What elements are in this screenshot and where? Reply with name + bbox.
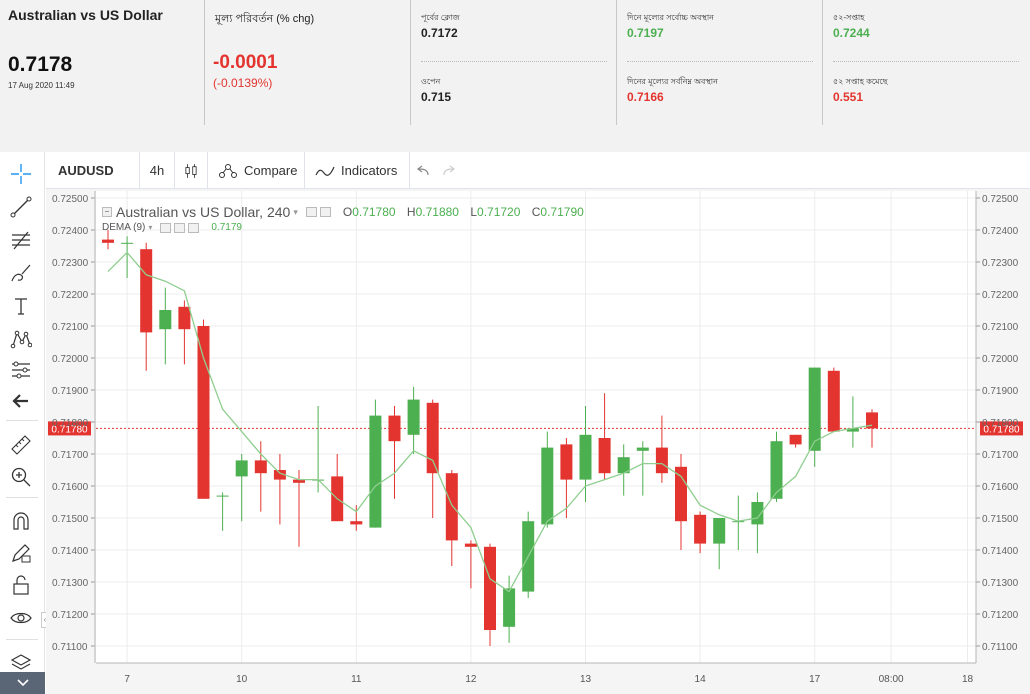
legend-dropdown-icon[interactable]: ▾ <box>293 206 298 217</box>
eye-icon[interactable] <box>9 606 33 630</box>
ruler-icon[interactable] <box>9 433 33 457</box>
chevron-down-icon[interactable] <box>0 672 45 694</box>
quote-day-range-block: দিনে মূল্যের সর্বোচ্চ অবস্থান 0.7197 দিন… <box>617 0 823 125</box>
legend-eye-icon[interactable] <box>305 207 317 217</box>
candles-icon[interactable] <box>175 152 208 189</box>
trend-line-icon[interactable] <box>9 195 33 219</box>
collapse-legend-icon[interactable]: − <box>102 207 112 217</box>
compare-button[interactable]: Compare <box>208 152 305 189</box>
symbol-search[interactable]: AUDUSD <box>46 152 140 189</box>
quote-close-open-block: পূর্বের ক্লোজ 0.7172 ওপেন 0.715 <box>411 0 617 125</box>
quote-time: 17 Aug 2020 11:49 <box>8 81 75 90</box>
low-value: 0.71720 <box>477 205 521 219</box>
high-value: 0.71880 <box>415 205 459 219</box>
divider <box>627 61 813 62</box>
toolbar-divider <box>6 420 38 421</box>
quote-change-block: মূল্য পরিবর্তন (% chg) -0.0001 (-0.0139%… <box>205 0 411 125</box>
quote-symbol-block: Australian vs US Dollar 0.7178 17 Aug 20… <box>0 0 205 125</box>
chart-legend: − Australian vs US Dollar, 240 ▾ O0.7178… <box>102 202 584 222</box>
week52-low-label: ৫২ সপ্তাহ কমেছে <box>833 77 888 86</box>
week52-high-value: 0.7244 <box>833 26 870 40</box>
indicators-icon <box>315 164 335 178</box>
change-value: -0.0001 <box>213 52 278 73</box>
dema-close-icon[interactable] <box>188 222 200 233</box>
high-key: H <box>406 205 416 219</box>
quote-52week-block: ৫২-সপ্তাহ 0.7244 ৫২ সপ্তাহ কমেছে 0.551 <box>823 0 1030 125</box>
week52-low-value: 0.551 <box>833 90 864 104</box>
prev-close-label: পূর্বের ক্লোজ <box>421 13 460 22</box>
indicators-label: Indicators <box>341 163 398 178</box>
divider <box>421 61 607 62</box>
toolbar-divider <box>6 497 38 498</box>
legend-settings-icon[interactable] <box>319 207 331 217</box>
zoom-icon[interactable] <box>9 465 33 489</box>
low-key: L <box>470 205 478 219</box>
dema-dropdown-icon[interactable]: ▾ <box>148 223 153 232</box>
drawing-toolbar: ‹ <box>0 152 49 694</box>
back-arrow-icon[interactable] <box>9 389 33 413</box>
change-percent: (-0.0139%) <box>213 76 273 90</box>
interval-button[interactable]: 4h <box>140 152 175 189</box>
brush-icon[interactable] <box>9 261 33 285</box>
indicators-button[interactable]: Indicators <box>305 152 410 189</box>
day-high-value: 0.7197 <box>627 26 664 40</box>
open-value: 0.715 <box>421 90 452 104</box>
dema-legend: DEMA (9) ▾ 0.7179 <box>102 222 242 233</box>
undo-icon[interactable] <box>410 152 436 189</box>
dema-label: DEMA (9) <box>102 222 146 233</box>
dema-settings-icon[interactable] <box>174 222 186 233</box>
lock-draw-icon[interactable] <box>9 541 33 565</box>
text-icon[interactable] <box>9 294 33 318</box>
open-value: 0.71780 <box>352 205 396 219</box>
week52-high-label: ৫২-সপ্তাহ <box>833 13 865 22</box>
day-low-value: 0.7166 <box>627 90 664 104</box>
quote-header: Australian vs US Dollar 0.7178 17 Aug 20… <box>0 0 1030 152</box>
fib-icon[interactable] <box>9 228 33 252</box>
day-high-label: দিনে মূল্যের সর্বোচ্চ অবস্থান <box>627 13 714 22</box>
close-key: C <box>531 205 541 219</box>
close-value: 0.71790 <box>540 205 584 219</box>
pattern-icon[interactable] <box>9 327 33 351</box>
divider <box>833 61 1019 62</box>
dema-value: 0.7179 <box>211 222 242 233</box>
instrument-name: Australian vs US Dollar <box>8 7 163 23</box>
forecast-icon[interactable] <box>9 357 33 381</box>
toolbar-divider <box>6 639 38 640</box>
day-low-label: দিনের মূল্যের সর্বনিম্ন অবস্থান <box>627 77 718 86</box>
legend-title: Australian vs US Dollar, 240 <box>116 204 291 220</box>
unlock-icon[interactable] <box>9 573 33 597</box>
plot-background <box>46 189 1030 694</box>
redo-icon[interactable] <box>436 152 462 189</box>
crosshair-icon[interactable] <box>9 162 33 186</box>
ohlc-values: O0.71780 H0.71880 L0.71720 C0.71790 <box>335 205 584 219</box>
compare-label: Compare <box>244 163 298 178</box>
compare-icon <box>218 163 238 179</box>
last-price: 0.7178 <box>8 53 73 76</box>
dema-eye-icon[interactable] <box>160 222 172 233</box>
magnet-icon[interactable] <box>9 509 33 533</box>
open-label: ওপেন <box>421 77 441 86</box>
layers-icon[interactable] <box>9 650 33 674</box>
prev-close-value: 0.7172 <box>421 26 458 40</box>
change-label: মূল্য পরিবর্তন (% chg) <box>215 13 315 25</box>
chart-toolbar: AUDUSD 4h Compare Indicators <box>46 152 1030 189</box>
open-key: O <box>342 205 353 219</box>
